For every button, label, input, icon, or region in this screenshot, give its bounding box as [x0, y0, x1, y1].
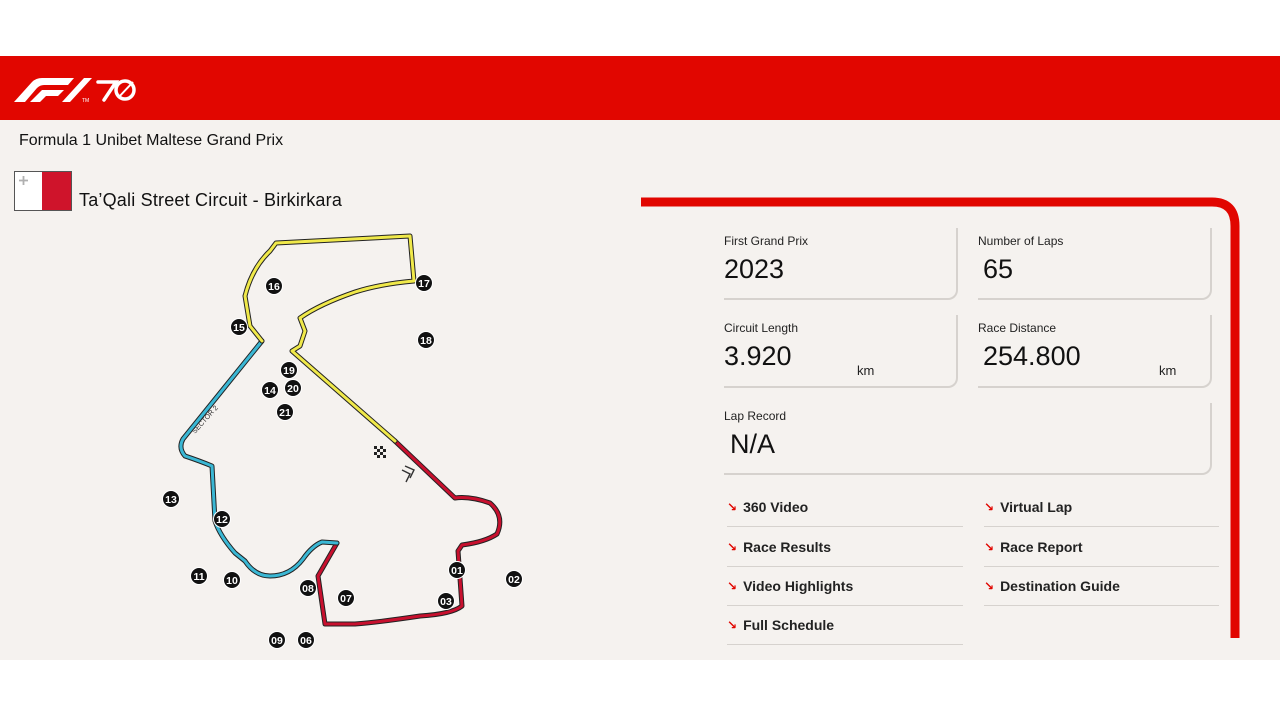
- circuit-length-value: 3.920: [724, 341, 792, 371]
- turn-marker-06: 06: [297, 631, 315, 649]
- svg-text:18: 18: [420, 335, 432, 347]
- turn-marker-19: 19: [280, 361, 298, 379]
- first-grand-prix-value: 2023: [724, 254, 785, 284]
- link-race-results-label: Race Results: [743, 539, 831, 555]
- svg-text:08: 08: [302, 583, 314, 595]
- svg-text:15: 15: [233, 322, 245, 334]
- svg-text:09: 09: [271, 635, 283, 647]
- arrow-icon: ↘: [984, 500, 995, 514]
- arrow-icon: ↘: [727, 618, 738, 632]
- turn-marker-13: 13: [162, 490, 180, 508]
- direction-arrow-icon: [401, 465, 415, 483]
- arrow-icon: ↘: [727, 540, 738, 554]
- circuit-name: Ta’Qali Street Circuit - Birkirkara: [79, 190, 343, 210]
- header-bar: TM: [0, 56, 1280, 120]
- arrow-icon: ↘: [727, 579, 738, 593]
- svg-text:16: 16: [268, 281, 280, 293]
- svg-text:02: 02: [508, 574, 520, 586]
- turn-marker-07: 07: [337, 589, 355, 607]
- link-destination-guide[interactable]: ↘ Destination Guide: [984, 567, 1219, 606]
- content-slide: TM Formula 1 Unibet Maltese Grand Prix T…: [0, 56, 1280, 660]
- link-full-schedule[interactable]: ↘ Full Schedule: [727, 606, 963, 645]
- turn-marker-17: 17: [415, 274, 433, 292]
- race-distance-value: 254.800: [983, 341, 1081, 371]
- number-of-laps-label: Number of Laps: [978, 234, 1064, 248]
- link-race-results[interactable]: ↘ Race Results: [727, 528, 963, 567]
- circuit-track-map: SECTOR 2 0102030405060708091011121314151…: [162, 233, 523, 649]
- turn-marker-03: 03: [437, 592, 455, 610]
- lap-record-value: N/A: [730, 429, 776, 459]
- svg-text:06: 06: [300, 635, 312, 647]
- svg-text:07: 07: [340, 593, 352, 605]
- arrow-icon: ↘: [984, 540, 995, 554]
- link-virtual-lap[interactable]: ↘ Virtual Lap: [984, 488, 1219, 527]
- race-distance-label: Race Distance: [978, 321, 1057, 335]
- circuit-length-label: Circuit Length: [724, 321, 799, 335]
- race-distance-card: Race Distance 254.800 km: [978, 315, 1212, 388]
- lap-record-card: Lap Record N/A: [724, 403, 1212, 475]
- link-video-highlights[interactable]: ↘ Video Highlights: [727, 567, 963, 606]
- link-360-video[interactable]: ↘ 360 Video: [727, 488, 963, 527]
- link-destination-guide-label: Destination Guide: [1000, 578, 1120, 594]
- turn-marker-01: 01: [448, 561, 466, 579]
- track-sector-2: [178, 338, 340, 579]
- svg-text:20: 20: [287, 383, 299, 395]
- track-sector-3: [242, 233, 417, 444]
- svg-text:12: 12: [216, 514, 228, 526]
- turn-marker-08: 08: [299, 579, 317, 597]
- svg-text:19: 19: [283, 365, 295, 377]
- lap-record-label: Lap Record: [724, 409, 787, 423]
- link-video-highlights-label: Video Highlights: [743, 578, 854, 594]
- start-finish-icon: [374, 446, 386, 458]
- turn-marker-21: 21: [276, 403, 294, 421]
- malta-flag-icon: [14, 171, 72, 211]
- link-race-report-label: Race Report: [1000, 539, 1083, 555]
- turn-marker-16: 16: [265, 277, 283, 295]
- arrow-icon: ↘: [727, 500, 738, 514]
- f1-70-logo[interactable]: TM: [12, 74, 142, 104]
- turn-marker-14: 14: [261, 381, 279, 399]
- turn-marker-12: 12: [213, 510, 231, 528]
- stats-frame: [641, 197, 1240, 638]
- turn-marker-15: 15: [230, 318, 248, 336]
- arrow-icon: ↘: [984, 579, 995, 593]
- first-grand-prix-card: First Grand Prix 2023: [724, 228, 958, 300]
- circuit-length-unit: km: [857, 363, 875, 378]
- svg-text:14: 14: [264, 385, 276, 397]
- link-race-report[interactable]: ↘ Race Report: [984, 528, 1219, 567]
- link-360-video-label: 360 Video: [743, 499, 809, 515]
- svg-text:01: 01: [451, 565, 463, 577]
- svg-text:10: 10: [226, 575, 238, 587]
- turn-marker-11: 11: [190, 567, 208, 585]
- circuit-length-card: Circuit Length 3.920 km: [724, 315, 958, 388]
- svg-text:13: 13: [165, 494, 177, 506]
- grand-prix-title: Formula 1 Unibet Maltese Grand Prix: [19, 132, 284, 149]
- turn-marker-10: 10: [223, 571, 241, 589]
- number-of-laps-value: 65: [983, 254, 1014, 284]
- svg-text:21: 21: [279, 407, 291, 419]
- turn-marker-20: 20: [284, 379, 302, 397]
- race-distance-unit: km: [1159, 363, 1177, 378]
- first-grand-prix-label: First Grand Prix: [724, 234, 809, 248]
- svg-text:17: 17: [418, 278, 430, 290]
- svg-text:03: 03: [440, 596, 452, 608]
- svg-text:TM: TM: [82, 98, 89, 104]
- turn-marker-18: 18: [417, 331, 435, 349]
- link-virtual-lap-label: Virtual Lap: [1000, 499, 1073, 515]
- turn-marker-09: 09: [268, 631, 286, 649]
- svg-text:11: 11: [193, 571, 204, 583]
- number-of-laps-card: Number of Laps 65: [978, 228, 1212, 300]
- link-full-schedule-label: Full Schedule: [743, 617, 835, 633]
- turn-marker-02: 02: [505, 570, 523, 588]
